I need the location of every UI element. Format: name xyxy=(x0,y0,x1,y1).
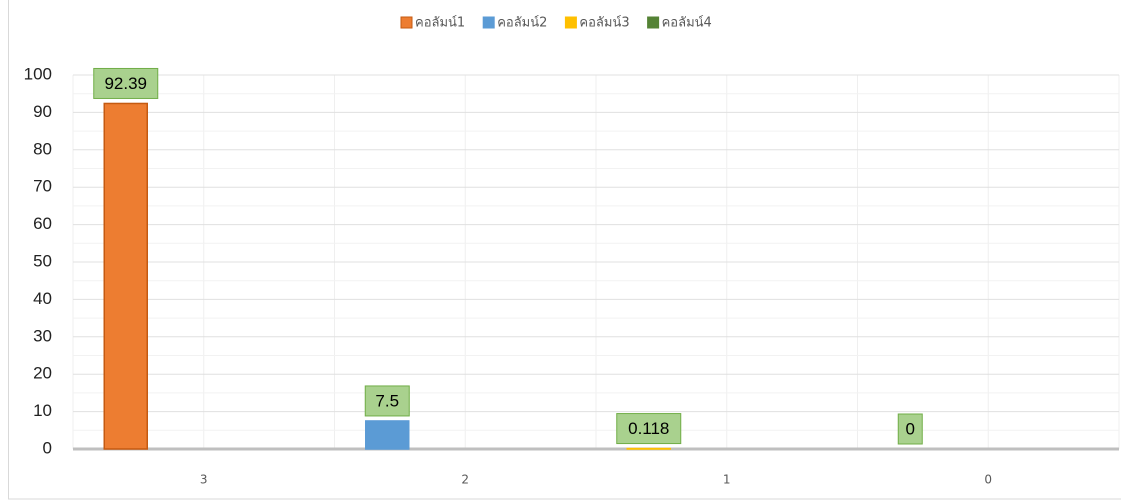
data-label: 0.118 xyxy=(628,419,669,438)
x-tick-label: 2 xyxy=(461,473,469,487)
y-tick-label: 80 xyxy=(33,139,52,158)
y-tick-label: 70 xyxy=(33,177,52,196)
bar xyxy=(365,420,410,450)
legend-label: คอลัมน์3 xyxy=(579,15,629,31)
y-tick-label: 90 xyxy=(33,102,52,121)
y-tick-label: 10 xyxy=(33,401,52,420)
bar xyxy=(103,102,148,450)
legend-label: คอลัมน์4 xyxy=(662,15,712,31)
data-label-box xyxy=(616,413,682,445)
y-tick-label: 100 xyxy=(24,64,52,83)
data-label: 92.39 xyxy=(104,74,147,93)
y-tick-label: 60 xyxy=(33,214,52,233)
y-tick-label: 50 xyxy=(33,251,52,270)
y-tick-label: 20 xyxy=(33,364,52,383)
data-label-box xyxy=(897,413,923,445)
legend-swatch xyxy=(564,16,577,29)
y-tick-label: 0 xyxy=(43,438,52,457)
y-tick-label: 30 xyxy=(33,326,52,345)
legend-label: คอลัมน์1 xyxy=(415,15,465,31)
legend-swatch xyxy=(400,16,413,29)
y-tick-label: 40 xyxy=(33,289,52,308)
x-tick-label: 3 xyxy=(200,473,208,487)
data-label-box xyxy=(93,67,159,99)
legend-label: คอลัมน์2 xyxy=(497,15,547,31)
data-label-box xyxy=(364,385,410,417)
legend-swatch xyxy=(647,16,660,29)
data-label: 0 xyxy=(906,419,915,438)
data-label: 7.5 xyxy=(375,391,399,410)
legend-swatch xyxy=(482,16,495,29)
x-tick-label: 0 xyxy=(984,473,992,487)
x-tick-label: 1 xyxy=(723,473,731,487)
chart-frame xyxy=(8,0,1121,500)
